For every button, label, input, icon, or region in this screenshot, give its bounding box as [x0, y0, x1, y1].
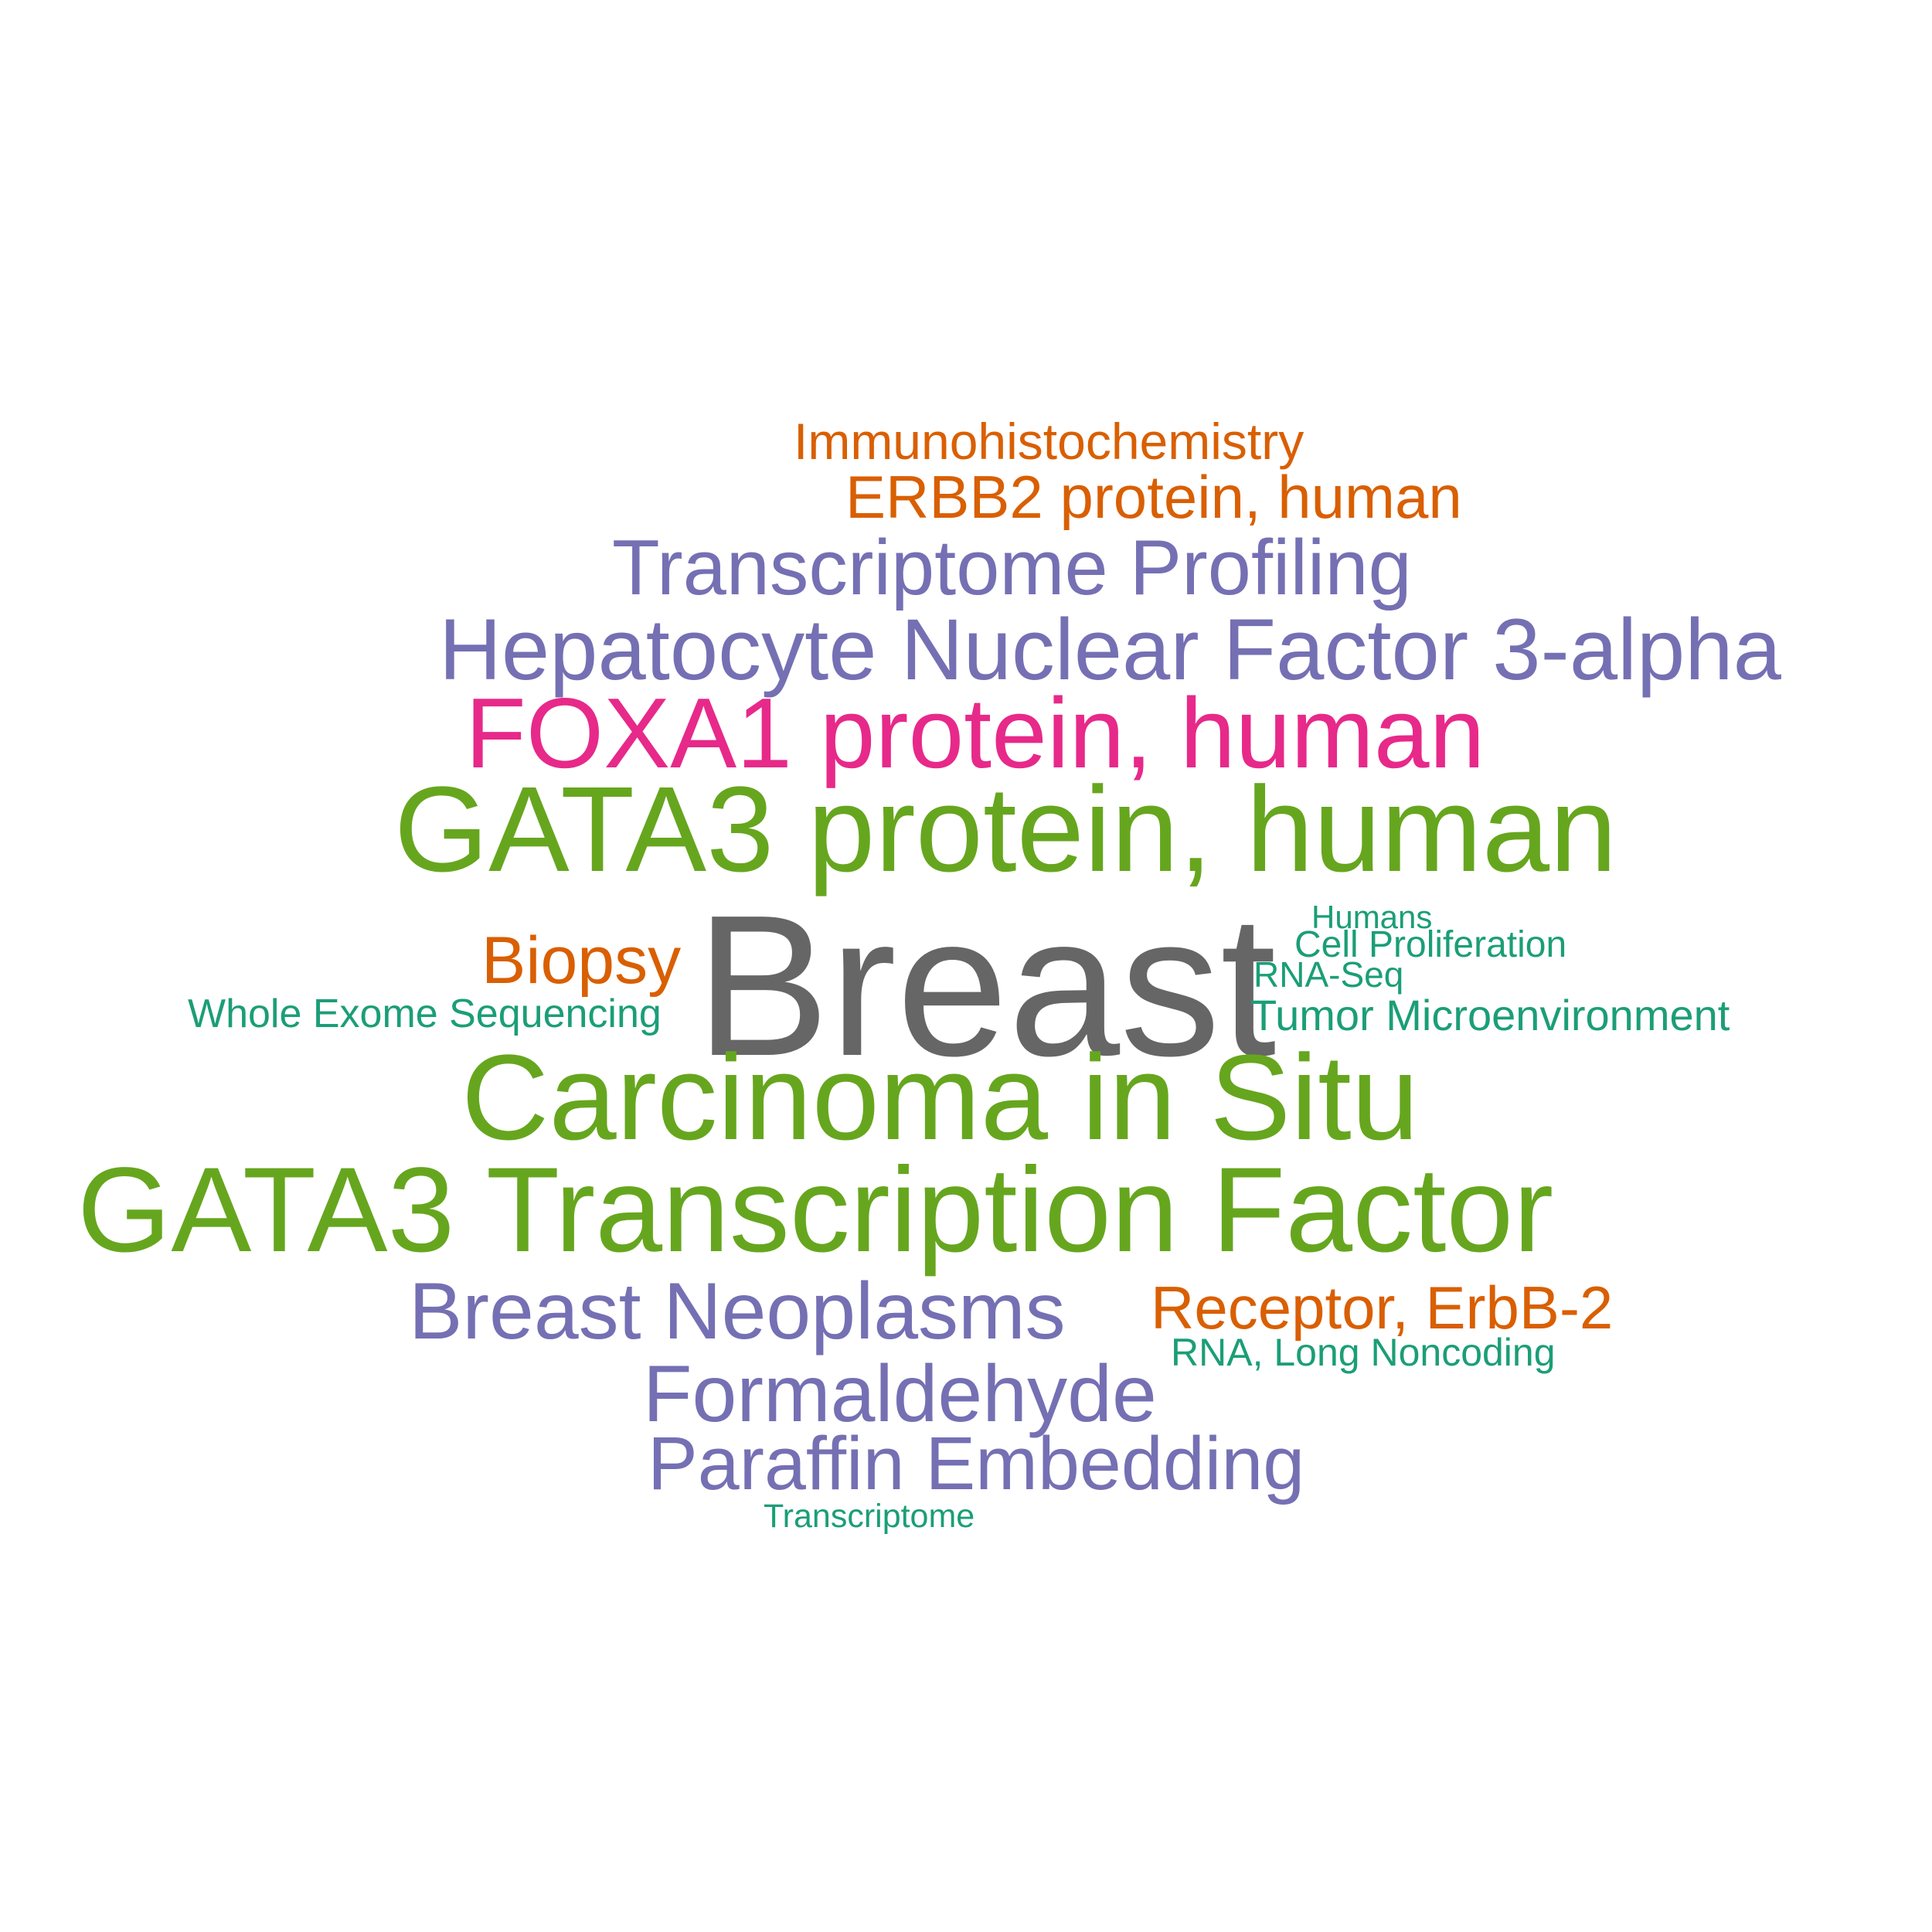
- word-rna-seq: RNA-Seq: [1253, 954, 1404, 995]
- word-erbb2-protein: ERBB2 protein, human: [845, 463, 1462, 531]
- word-formaldehyde: Formaldehyde: [643, 1349, 1157, 1439]
- word-breast-neoplasms: Breast Neoplasms: [409, 1267, 1066, 1356]
- word-paraffin-embedding: Paraffin Embedding: [648, 1421, 1305, 1505]
- word-humans: Humans: [1311, 899, 1433, 935]
- word-foxa1-protein: FOXA1 protein, human: [465, 678, 1485, 789]
- word-transcriptome: Transcriptome: [764, 1498, 975, 1535]
- word-lncrna: RNA, Long Noncoding: [1171, 1331, 1556, 1374]
- word-tumor-microenvironment: Tumor Microenvironment: [1250, 991, 1730, 1039]
- word-gata3-transcription-factor: GATA3 Transcription Factor: [77, 1143, 1554, 1277]
- word-breast: Breast: [696, 874, 1277, 1098]
- word-receptor-erbb2: Receptor, ErbB-2: [1151, 1274, 1614, 1342]
- word-hnf3a: Hepatocyte Nuclear Factor 3-alpha: [439, 601, 1781, 698]
- word-gata3-protein: GATA3 protein, human: [394, 762, 1617, 897]
- word-biopsy: Biopsy: [481, 923, 682, 998]
- word-cell-proliferation: Cell Proliferation: [1294, 924, 1567, 965]
- word-carcinoma-in-situ: Carcinoma in Situ: [461, 1030, 1420, 1165]
- word-immunohistochemistry: Immunohistochemistry: [794, 413, 1304, 470]
- word-transcriptome-profiling: Transcriptome Profiling: [612, 525, 1412, 611]
- word-whole-exome-sequencing: Whole Exome Sequencing: [188, 992, 662, 1036]
